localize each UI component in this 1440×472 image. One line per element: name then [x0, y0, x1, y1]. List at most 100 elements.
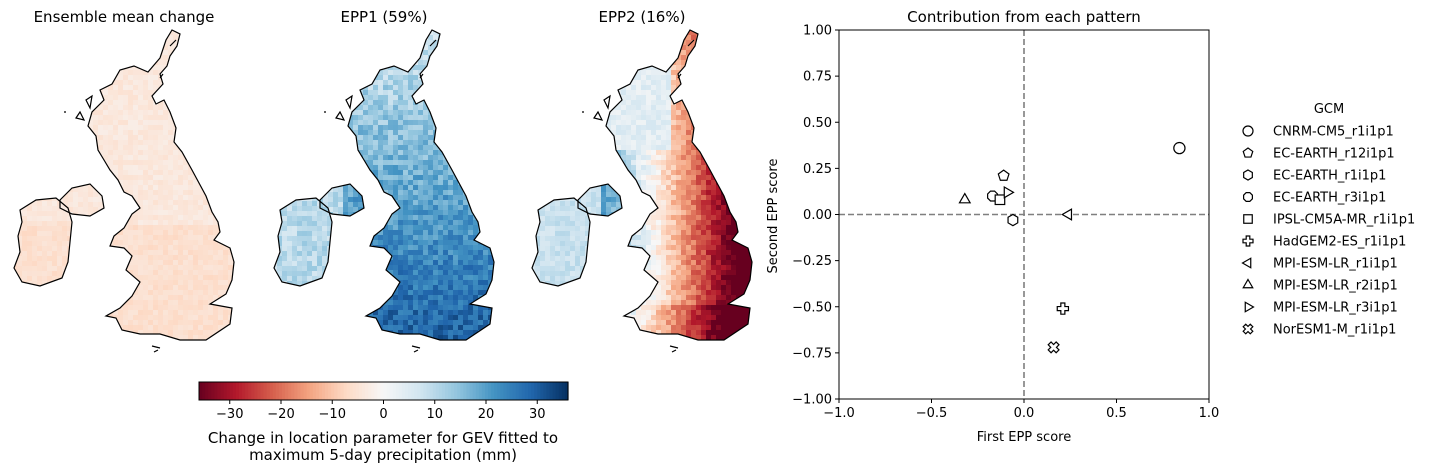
map-cell	[448, 235, 453, 240]
map-cell	[143, 130, 148, 135]
map-cell	[27, 256, 32, 261]
map-cell	[398, 125, 403, 130]
map-cell	[12, 221, 17, 226]
map-cell	[332, 261, 337, 266]
map-cell	[423, 210, 428, 215]
map-cell	[453, 145, 458, 150]
map-cell	[128, 85, 133, 90]
map-cell	[128, 300, 133, 305]
map-cell	[203, 325, 208, 330]
map-cell	[103, 245, 108, 250]
map-cell	[631, 260, 636, 265]
map-cell	[228, 340, 233, 345]
map-cell	[218, 175, 223, 180]
map-cell	[483, 55, 488, 60]
map-cell	[488, 260, 493, 265]
map-cell	[233, 215, 238, 220]
map-cell	[363, 250, 368, 255]
map-cell	[233, 170, 238, 175]
map-cell	[478, 300, 483, 305]
map-cell	[52, 206, 57, 211]
map-cell	[93, 192, 98, 197]
map-cell	[138, 45, 143, 50]
map-cell	[223, 105, 228, 110]
map-cell	[423, 230, 428, 235]
map-cell	[493, 45, 498, 50]
map-cell	[178, 230, 183, 235]
map-cell	[616, 345, 621, 350]
map-cell	[183, 295, 188, 300]
map-cell	[183, 250, 188, 255]
map-cell	[373, 135, 378, 140]
map-cell	[403, 180, 408, 185]
map-cell	[158, 190, 163, 195]
map-cell	[348, 315, 353, 320]
map-cell	[118, 340, 123, 345]
map-cell	[443, 60, 448, 65]
map-cell	[32, 256, 37, 261]
map-cell	[488, 160, 493, 165]
map-cell	[378, 135, 383, 140]
map-cell	[213, 35, 218, 40]
map-cell	[368, 40, 373, 45]
map-cell	[488, 60, 493, 65]
map-cell	[358, 70, 363, 75]
map-cell	[483, 220, 488, 225]
map-cell	[233, 125, 238, 130]
map-cell	[108, 60, 113, 65]
map-cell	[413, 30, 418, 35]
map-cell	[428, 165, 433, 170]
map-cell	[213, 125, 218, 130]
map-cell	[423, 200, 428, 205]
map-cell	[438, 330, 443, 335]
map-cell	[433, 225, 438, 230]
map-cell	[433, 85, 438, 90]
map-cell	[478, 260, 483, 265]
map-cell	[133, 305, 138, 310]
map-cell	[433, 340, 438, 345]
map-cell	[606, 175, 611, 180]
map-cell	[208, 180, 213, 185]
map-cell	[163, 30, 168, 35]
map-cell	[373, 35, 378, 40]
map-cell	[428, 155, 433, 160]
map-cell	[398, 345, 403, 350]
map-cell	[208, 90, 213, 95]
map-cell	[93, 90, 98, 95]
map-cell	[626, 45, 631, 50]
map-cell	[198, 65, 203, 70]
map-cell	[388, 55, 393, 60]
map-cell	[148, 270, 153, 275]
map-cell	[383, 310, 388, 315]
map-cell	[317, 256, 322, 261]
map-cell	[297, 241, 302, 246]
map-cell	[193, 140, 198, 145]
map-cell	[443, 230, 448, 235]
map-cell	[443, 240, 448, 245]
map-cell	[626, 180, 631, 185]
map-cell	[208, 115, 213, 120]
map-cell	[198, 280, 203, 285]
map-cell	[203, 40, 208, 45]
map-cell	[363, 345, 368, 350]
map-cell	[52, 241, 57, 246]
map-cell	[178, 140, 183, 145]
map-cell	[408, 130, 413, 135]
map-cell	[631, 280, 636, 285]
map-cell	[143, 345, 148, 350]
map-cell	[168, 240, 173, 245]
map-cell	[103, 120, 108, 125]
map-cell	[631, 115, 636, 120]
map-cell	[348, 217, 353, 222]
map-cell	[333, 202, 338, 207]
map-cell	[448, 55, 453, 60]
map-cell	[418, 225, 423, 230]
map-cell	[353, 175, 358, 180]
map-cell	[108, 250, 113, 255]
map-cell	[368, 295, 373, 300]
map-cell	[378, 140, 383, 145]
map-cell	[616, 340, 621, 345]
map-cell	[363, 50, 368, 55]
map-cell	[37, 211, 42, 216]
map-cell	[383, 235, 388, 240]
